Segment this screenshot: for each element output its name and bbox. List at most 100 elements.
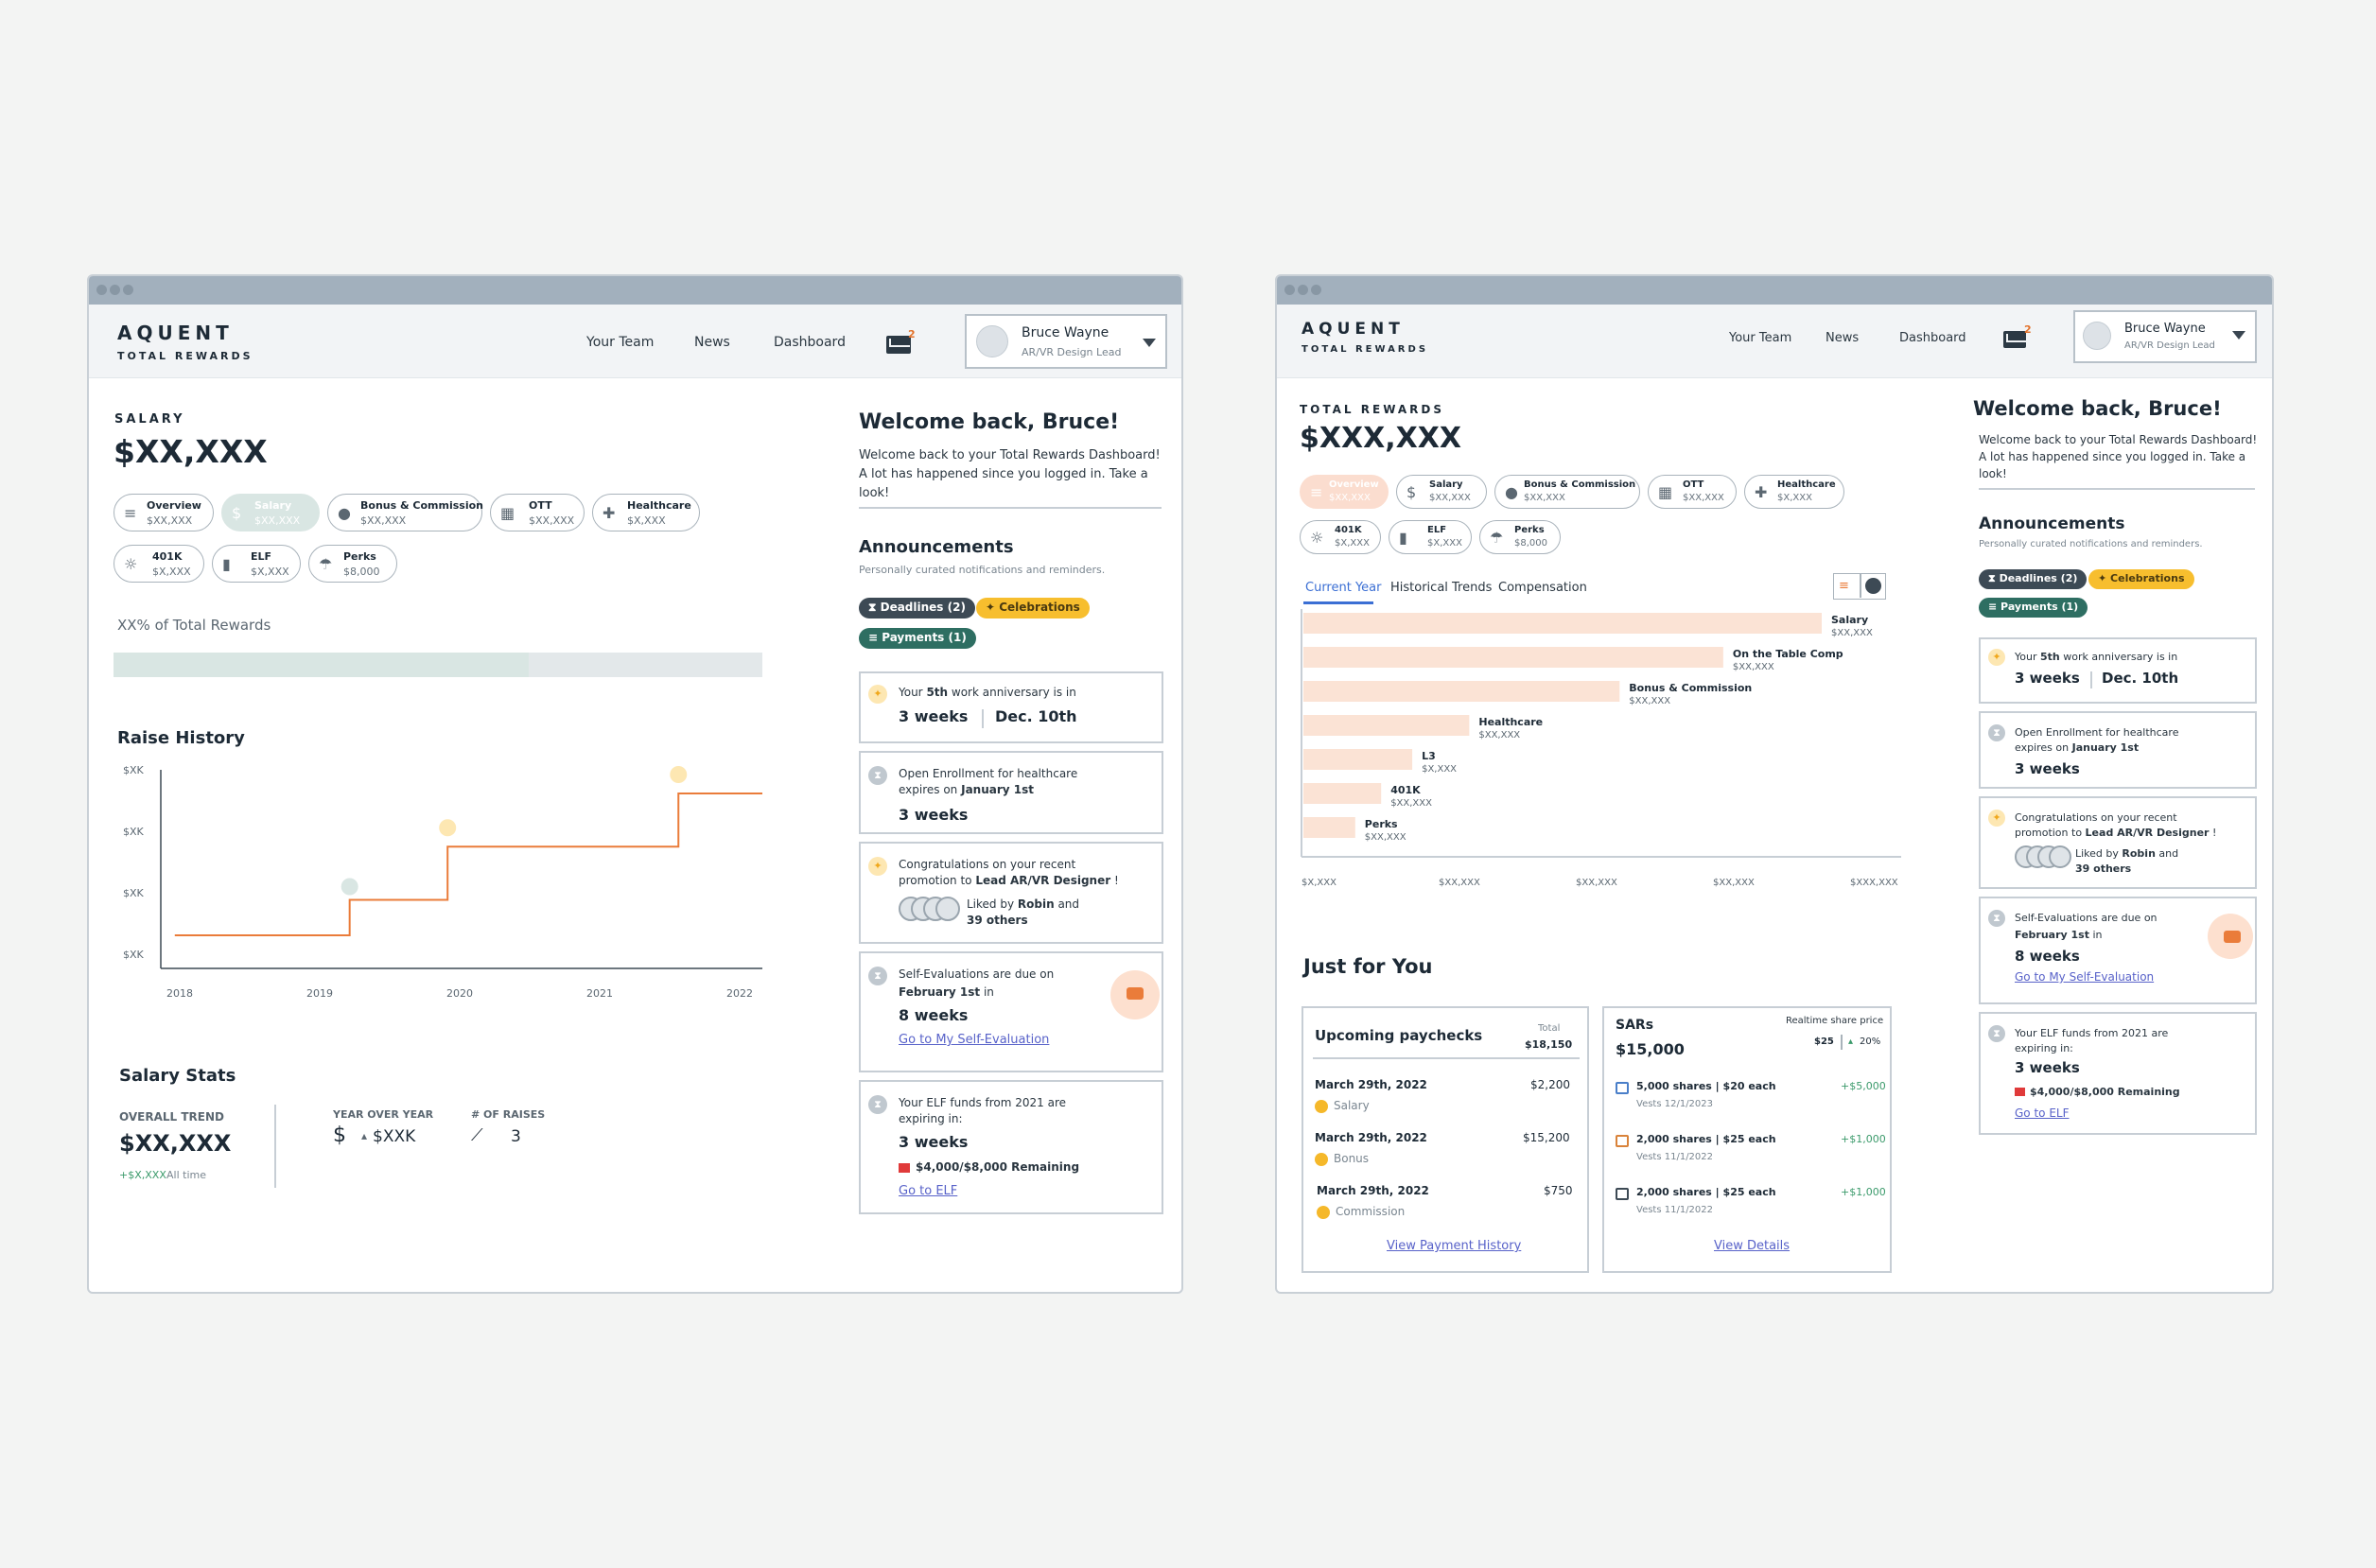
just-for-you-title: Just for You bbox=[1303, 955, 1433, 978]
filter-deadlines[interactable]: ⧗ Deadlines (2) bbox=[1979, 569, 2088, 589]
nav-your-team[interactable]: Your Team bbox=[586, 335, 655, 350]
announcement-self-evaluation[interactable]: ⧗ Self-Evaluations are due on February 1… bbox=[859, 951, 1163, 1072]
self-evaluation-link[interactable]: Go to My Self-Evaluation bbox=[899, 1033, 1050, 1047]
pill-value: $X,XXX bbox=[152, 566, 191, 578]
coin-icon bbox=[1317, 1206, 1330, 1219]
pill-401k[interactable]: ☼ 401K $X,XXX bbox=[1300, 520, 1381, 554]
pill-bonus-commission[interactable]: ● Bonus & Commission $XX,XXX bbox=[1494, 475, 1640, 509]
avatar bbox=[2049, 845, 2071, 868]
paycheck-amount: $15,200 bbox=[1523, 1131, 1570, 1144]
nav-your-team[interactable]: Your Team bbox=[1729, 331, 1792, 345]
stats-divider bbox=[274, 1105, 276, 1188]
pill-overview[interactable]: ≡ Overview $XX,XXX bbox=[1300, 475, 1389, 509]
pill-ott[interactable]: ▦ OTT $XX,XXX bbox=[490, 494, 585, 531]
pill-401k[interactable]: ☼ 401K $X,XXX bbox=[114, 545, 204, 583]
x-tick-label: $XX,XXX bbox=[1439, 878, 1480, 888]
bar-chart-icon[interactable]: ≡ bbox=[1839, 579, 1849, 593]
self-evaluation-link[interactable]: Go to My Self-Evaluation bbox=[2015, 970, 2155, 984]
filter-celebrations[interactable]: ✦ Celebrations bbox=[2088, 569, 2194, 589]
filter-celebrations[interactable]: ✦ Celebrations bbox=[976, 598, 1090, 618]
pill-perks[interactable]: ☂ Perks $8,000 bbox=[308, 545, 397, 583]
nav-dashboard[interactable]: Dashboard bbox=[1899, 331, 1966, 345]
announcement-promotion[interactable]: ✦ Congratulations on your recent promoti… bbox=[1979, 796, 2257, 889]
text-strong: Robin bbox=[2122, 847, 2156, 860]
brand-logo[interactable]: AQUENT bbox=[117, 322, 234, 344]
sars-vests: Vests 11/1/2022 bbox=[1636, 1152, 1714, 1162]
card-upcoming-paychecks: Upcoming paychecks Total $18,150 March 2… bbox=[1302, 1006, 1589, 1273]
user-menu[interactable]: Bruce Wayne AR/VR Design Lead bbox=[965, 314, 1167, 369]
list-icon: ≡ bbox=[1310, 483, 1323, 501]
announcement-enrollment[interactable]: ⧗ Open Enrollment for healthcare expires… bbox=[859, 751, 1163, 834]
user-menu[interactable]: Bruce Wayne AR/VR Design Lead bbox=[2073, 310, 2257, 363]
filter-payments[interactable]: ≡ Payments (1) bbox=[859, 628, 976, 649]
bar bbox=[1303, 817, 1355, 838]
bar bbox=[1303, 613, 1822, 634]
announcement-text: Congratulations on your recent bbox=[899, 858, 1076, 871]
mail-count-badge: 2 bbox=[908, 328, 916, 340]
window-dot bbox=[96, 285, 107, 295]
pill-overview[interactable]: ≡ Overview $XX,XXX bbox=[114, 494, 214, 531]
nav-news[interactable]: News bbox=[694, 335, 730, 350]
tab-current-year[interactable]: Current Year bbox=[1305, 581, 1382, 595]
announcement-promotion[interactable]: ✦ Congratulations on your recent promoti… bbox=[859, 842, 1163, 944]
filter-deadlines[interactable]: ⧗ Deadlines (2) bbox=[859, 598, 975, 618]
mail-icon[interactable] bbox=[886, 336, 911, 354]
brand-subtitle: TOTAL REWARDS bbox=[1302, 344, 1429, 355]
pill-elf[interactable]: ▮ ELF $X,XXX bbox=[1389, 520, 1472, 554]
filter-payments[interactable]: ≡ Payments (1) bbox=[1979, 598, 2088, 618]
pill-salary[interactable]: $ Salary $XX,XXX bbox=[221, 494, 320, 531]
announcement-text: February 1st in bbox=[899, 984, 994, 1001]
data-point-marker bbox=[341, 878, 358, 896]
pill-perks[interactable]: ☂ Perks $8,000 bbox=[1479, 520, 1561, 554]
overall-period: All time bbox=[166, 1169, 206, 1181]
x-tick-label: $XX,XXX bbox=[1576, 878, 1617, 888]
paycheck-amount: $750 bbox=[1544, 1184, 1573, 1197]
announcement-elf-funds[interactable]: ⧗ Your ELF funds from 2021 are expiring … bbox=[859, 1080, 1163, 1214]
calendar-icon: ▦ bbox=[500, 504, 515, 522]
text: expires on bbox=[899, 783, 962, 796]
pill-bonus-commission[interactable]: ● Bonus & Commission $XX,XXX bbox=[327, 494, 483, 531]
announcement-elf-funds[interactable]: ⧗ Your ELF funds from 2021 are expiring … bbox=[1979, 1012, 2257, 1135]
chat-icon[interactable] bbox=[2208, 914, 2253, 959]
chevron-down-icon[interactable] bbox=[1143, 339, 1156, 347]
brand-logo[interactable]: AQUENT bbox=[1302, 320, 1405, 339]
likes-others[interactable]: 39 others bbox=[2075, 862, 2132, 875]
nav-dashboard[interactable]: Dashboard bbox=[774, 335, 846, 350]
mail-icon[interactable] bbox=[2003, 331, 2026, 348]
bar bbox=[1303, 783, 1382, 804]
dollar-icon: $ bbox=[1406, 483, 1417, 501]
chart-view-toggle: ≡ bbox=[1833, 573, 1886, 600]
tab-compensation[interactable]: Compensation bbox=[1498, 581, 1587, 595]
total-label: Total bbox=[1538, 1023, 1561, 1034]
pill-salary[interactable]: $ Salary $XX,XXX bbox=[1396, 475, 1487, 509]
tab-historical-trends[interactable]: Historical Trends bbox=[1390, 581, 1493, 595]
bar-value-label: $XX,XXX bbox=[1831, 628, 1873, 638]
progress-track bbox=[114, 653, 762, 677]
bar-category-label: Salary bbox=[1831, 614, 1868, 626]
announcement-self-evaluation[interactable]: ⧗ Self-Evaluations are due on February 1… bbox=[1979, 897, 2257, 1004]
chevron-down-icon[interactable] bbox=[2232, 331, 2245, 340]
elf-link[interactable]: Go to ELF bbox=[2015, 1106, 2070, 1120]
pill-value: $8,000 bbox=[1514, 538, 1547, 549]
announcement-anniversary[interactable]: ✦ Your 5th work anniversary is in 3 week… bbox=[859, 671, 1163, 743]
pill-ott[interactable]: ▦ OTT $XX,XXX bbox=[1648, 475, 1737, 509]
pie-chart-icon[interactable] bbox=[1865, 578, 1881, 594]
pill-healthcare[interactable]: ✚ Healthcare $X,XXX bbox=[592, 494, 700, 531]
party-icon: ✦ bbox=[868, 857, 887, 876]
elf-link[interactable]: Go to ELF bbox=[899, 1184, 958, 1198]
announcement-text: expires on January 1st bbox=[899, 782, 1034, 798]
view-details-link[interactable]: View Details bbox=[1714, 1239, 1791, 1253]
pill-elf[interactable]: ▮ ELF $X,XXX bbox=[212, 545, 301, 583]
mail-count-badge: 2 bbox=[2024, 323, 2032, 336]
announcement-enrollment[interactable]: ⧗ Open Enrollment for healthcare expires… bbox=[1979, 711, 2257, 789]
paycheck-date: March 29th, 2022 bbox=[1315, 1131, 1427, 1144]
pill-title: Overview bbox=[1329, 479, 1379, 490]
likes-others[interactable]: 39 others bbox=[967, 914, 1028, 927]
chat-icon[interactable] bbox=[1110, 970, 1160, 1019]
view-payment-history-link[interactable]: View Payment History bbox=[1387, 1239, 1522, 1253]
nav-news[interactable]: News bbox=[1826, 331, 1860, 345]
pill-healthcare[interactable]: ✚ Healthcare $X,XXX bbox=[1744, 475, 1844, 509]
avatar bbox=[976, 325, 1008, 357]
announcement-anniversary[interactable]: ✦ Your 5th work anniversary is in 3 week… bbox=[1979, 637, 2257, 704]
announcement-text: expiring in: bbox=[2015, 1042, 2073, 1054]
